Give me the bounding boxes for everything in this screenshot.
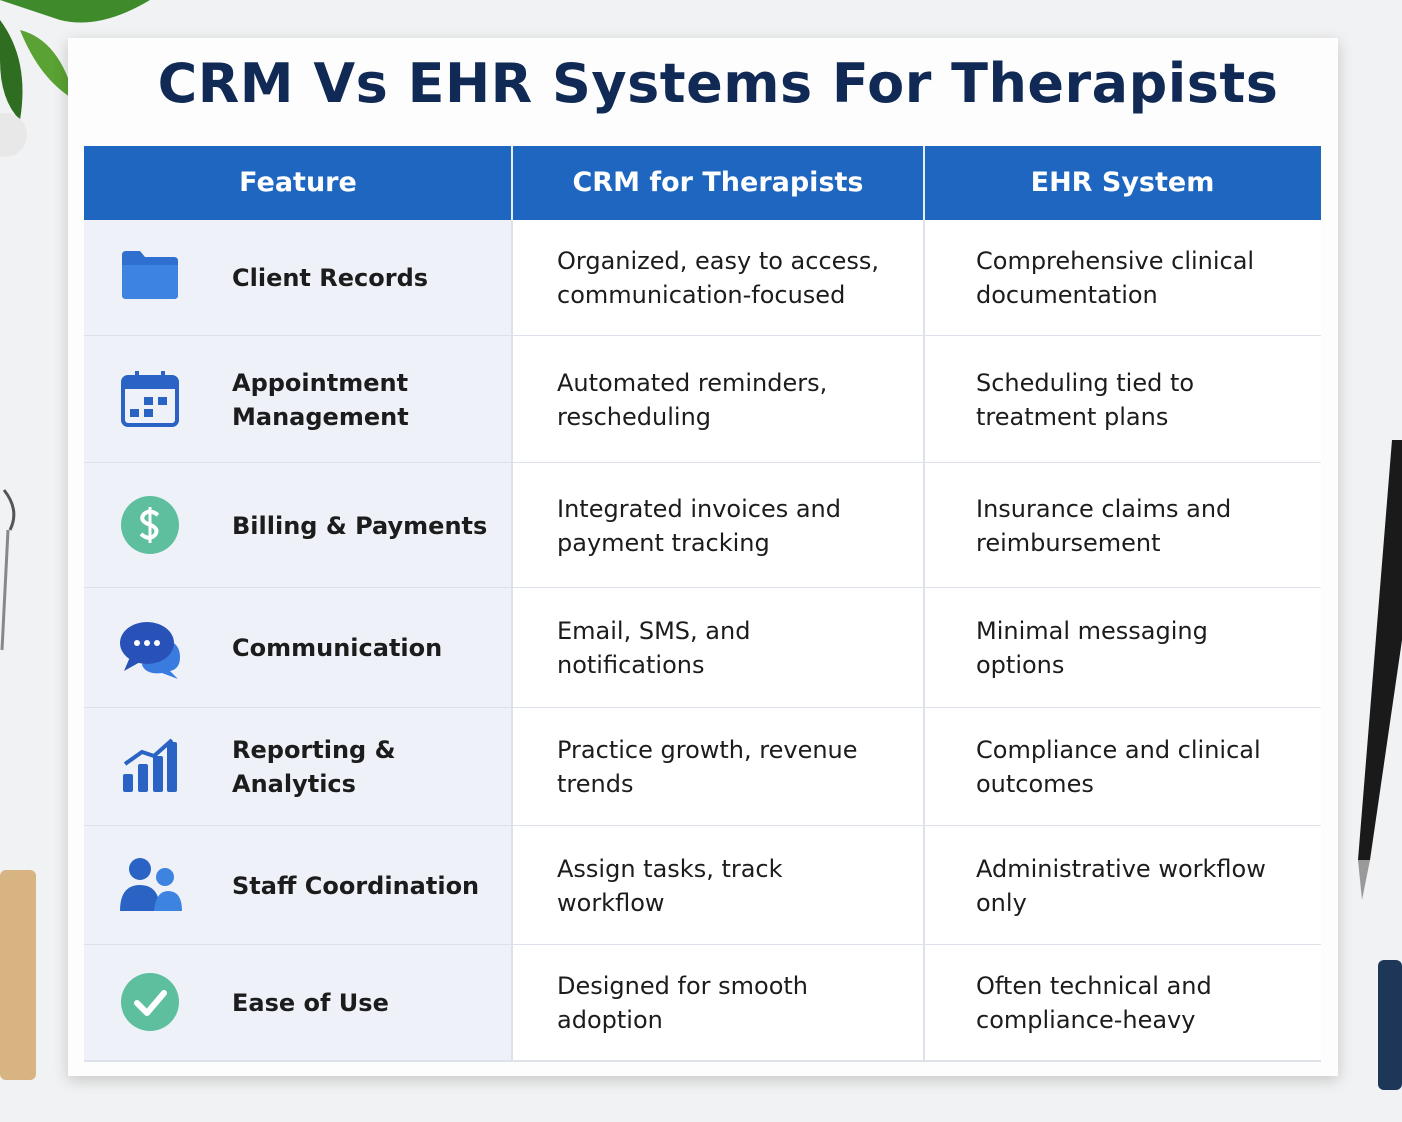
value-cell-text: Minimal messaging options: [976, 617, 1208, 679]
row-icon: [120, 857, 182, 911]
header-cell-text: Feature: [239, 167, 357, 198]
title: CRM Vs EHR Systems For Therapists: [157, 52, 1279, 115]
plant-decoration: [0, 0, 150, 157]
value-cell: Administrative workflow only: [924, 826, 1321, 945]
feature-cell: Staff Coordination: [84, 826, 512, 945]
value-cell: Organized, easy to access, communication…: [512, 220, 924, 336]
value-cell-text: Insurance claims and reimbursement: [976, 494, 1232, 557]
value-cell: Automated reminders, rescheduling: [512, 336, 924, 463]
value-cell-text: Automated reminders, rescheduling: [557, 368, 828, 431]
feature-cell: Appointment Management: [84, 336, 512, 463]
header-cell: EHR System: [924, 146, 1321, 220]
row-icon: [121, 973, 179, 1031]
value-cell: Designed for smooth adoption: [512, 945, 924, 1061]
feature-cell-text: Client Records: [232, 264, 429, 292]
header-cell-text: EHR System: [1030, 167, 1215, 198]
column-divider: [923, 220, 925, 1061]
value-cell: Integrated invoices and payment tracking: [512, 463, 924, 588]
column-divider: [511, 220, 513, 1061]
feature-cell-text: Staff Coordination: [232, 871, 480, 900]
clipboard-decoration: [0, 489, 36, 1080]
feature-cell: Client Records: [84, 220, 512, 336]
header-cell: CRM for Therapists: [512, 146, 924, 220]
value-cell-text: Designed for smooth adoption: [557, 972, 808, 1034]
row-icon: [121, 370, 179, 427]
feature-cell: Ease of Use: [84, 945, 512, 1061]
value-cell-text: Email, SMS, and notifications: [557, 617, 751, 679]
value-cell: Comprehensive clinical documentation: [924, 220, 1321, 336]
value-cell-text: Scheduling tied to treatment plans: [976, 368, 1195, 431]
value-cell-text: Compliance and clinical outcomes: [976, 736, 1261, 798]
feature-cell-text: Reporting & Analytics: [232, 736, 396, 798]
value-cell-text: Assign tasks, track workflow: [557, 854, 783, 917]
feature-cell-text: Billing & Payments: [232, 511, 488, 540]
value-cell: Insurance claims and reimbursement: [924, 463, 1321, 588]
value-cell-text: Administrative workflow only: [976, 854, 1266, 917]
pen-decoration: [1358, 440, 1402, 1090]
header-divider: [923, 146, 925, 220]
value-cell-text: Comprehensive clinical documentation: [976, 247, 1255, 309]
value-cell: Practice growth, revenue trends: [512, 708, 924, 826]
value-cell-text: Organized, easy to access, communication…: [557, 247, 880, 309]
header-cell-text: CRM for Therapists: [572, 167, 864, 198]
feature-cell-text: Communication: [232, 634, 443, 662]
value-cell: Email, SMS, and notifications: [512, 588, 924, 708]
feature-cell-text: Ease of Use: [232, 989, 389, 1017]
feature-cell: Reporting & Analytics: [84, 708, 512, 826]
value-cell-text: Practice growth, revenue trends: [557, 736, 858, 798]
row-icon: [121, 495, 179, 554]
value-cell: Often technical and compliance-heavy: [924, 945, 1321, 1061]
value-cell: Assign tasks, track workflow: [512, 826, 924, 945]
header-cell: Feature: [84, 146, 512, 220]
feature-cell: Billing & Payments: [84, 463, 512, 588]
row-divider: [84, 1060, 1321, 1062]
value-cell: Scheduling tied to treatment plans: [924, 336, 1321, 463]
header-divider: [511, 146, 513, 220]
row-icon: [120, 622, 180, 679]
value-cell: Minimal messaging options: [924, 588, 1321, 708]
row-icon: [122, 251, 178, 299]
value-cell-text: Often technical and compliance-heavy: [976, 972, 1212, 1034]
feature-cell-text: Appointment Management: [232, 368, 409, 431]
value-cell-text: Integrated invoices and payment tracking: [557, 494, 841, 557]
feature-cell: Communication: [84, 588, 512, 708]
row-icon: [123, 738, 177, 792]
value-cell: Compliance and clinical outcomes: [924, 708, 1321, 826]
